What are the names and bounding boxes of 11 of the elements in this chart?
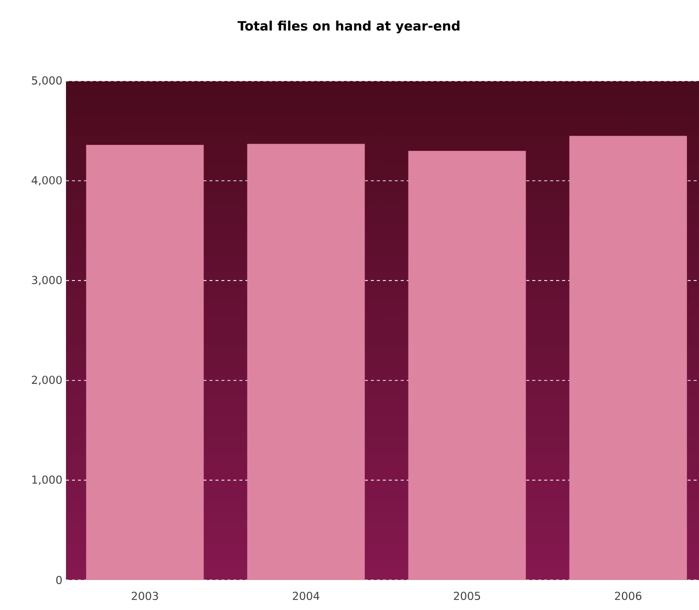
x-tick-label: 2004	[292, 592, 320, 600]
y-tick-label: 2,000	[32, 376, 62, 386]
x-tick-label: 2006	[614, 592, 642, 600]
y-tick-label: 3,000	[32, 276, 62, 286]
x-tick-label: 2005	[454, 592, 480, 600]
y-tick-label: 4,000	[32, 176, 62, 186]
y-tick-label: 5,000	[32, 76, 62, 86]
y-tick-label: 1,000	[32, 475, 62, 485]
y-tick-label: 0	[56, 576, 62, 584]
chart-title: Total files on hand at year-end	[238, 20, 460, 34]
x-tick-label: 2003	[132, 592, 158, 600]
